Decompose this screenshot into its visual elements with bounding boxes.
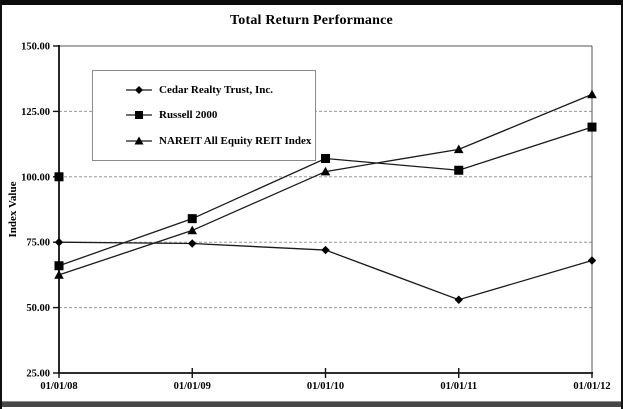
triangle-marker	[320, 166, 331, 176]
x-tick-label: 01/01/10	[307, 381, 344, 392]
legend-label: NAREIT All Equity REIT Index	[159, 135, 312, 148]
y-tick-label: 125.00	[21, 107, 50, 118]
diamond-marker	[587, 256, 597, 265]
triangle-marker	[187, 225, 198, 235]
x-tick-label: 01/01/09	[174, 381, 211, 392]
square-marker	[321, 153, 330, 163]
y-axis-title: Index Value	[7, 181, 19, 237]
diamond-line-icon	[126, 85, 152, 94]
triangle-line-icon	[126, 136, 152, 145]
y-tick-label: 50.00	[26, 303, 50, 314]
legend-entry-nareit: NAREIT All Equity REIT Index	[126, 135, 315, 147]
square-marker	[54, 172, 64, 182]
legend-entry-russell: Russell 2000	[126, 109, 315, 121]
square-line-icon	[126, 111, 152, 120]
triangle-marker	[453, 144, 464, 154]
y-tick-label: 150.00	[21, 42, 50, 53]
diamond-marker	[188, 239, 197, 248]
square-marker	[587, 122, 597, 132]
top-border-bar	[2, 0, 621, 5]
legend-label: Cedar Realty Trust, Inc.	[159, 83, 273, 96]
y-tick-label: 100.00	[21, 172, 50, 183]
triangle-marker	[54, 270, 64, 279]
y-tick-label: 75.00	[26, 238, 50, 249]
square-marker	[454, 165, 464, 175]
diamond-marker	[54, 238, 64, 247]
x-tick-label: 01/01/08	[40, 381, 77, 392]
diamond-marker	[454, 295, 463, 304]
square-marker	[187, 214, 197, 224]
x-tick-label: 01/01/12	[573, 381, 610, 392]
legend-entry-cedar: Cedar Realty Trust, Inc.	[126, 84, 315, 96]
y-tick-label: 25.00	[26, 369, 50, 380]
square-marker	[54, 261, 64, 271]
chart-title: Total Return Performance	[230, 13, 393, 28]
diamond-marker	[321, 245, 330, 255]
bottom-border-bar	[2, 401, 621, 407]
triangle-marker	[587, 89, 597, 99]
legend-label: Russell 2000	[159, 109, 218, 122]
legend: Cedar Realty Trust, Inc. Russell 2000 NA…	[92, 70, 316, 161]
x-tick-label: 01/01/11	[440, 381, 477, 392]
